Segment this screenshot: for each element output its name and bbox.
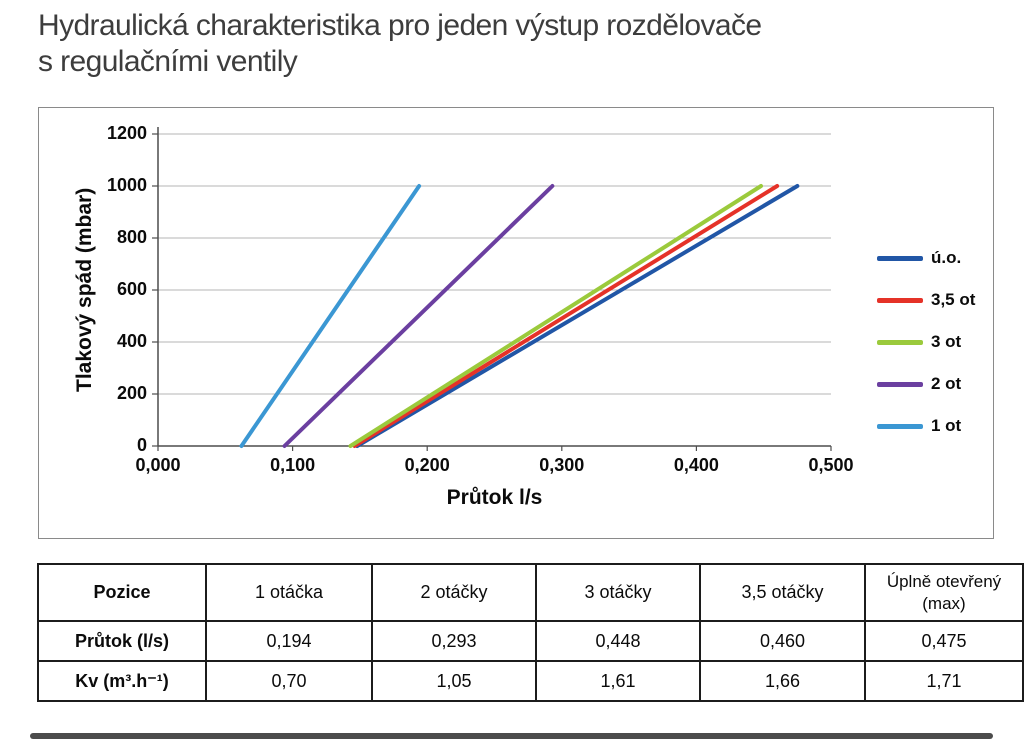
page-title-line1: Hydraulická charakteristika pro jeden vý…: [38, 9, 762, 42]
y-tick-label: 1000: [106, 175, 147, 195]
table-cell: 0,194: [205, 620, 373, 662]
legend-label: 1 ot: [931, 416, 962, 435]
table-cell: 0,448: [535, 620, 701, 662]
x-axis-title: Průtok l/s: [446, 486, 543, 509]
table-header-1ot: 1 otáčka: [205, 563, 373, 622]
x-tick-label: 0,400: [673, 455, 719, 475]
legend-label: 3 ot: [931, 332, 962, 351]
y-tick-label: 800: [116, 227, 147, 247]
scan-artifact-bar: [30, 733, 993, 739]
page-title-line2: s regulačními ventily: [38, 45, 298, 78]
table-cell: 1,61: [535, 660, 701, 702]
legend-label: ú.o.: [931, 248, 962, 267]
series-line-ú.o.: [355, 184, 800, 448]
legend-swatch: [877, 381, 923, 387]
table-cell: 0,475: [864, 620, 1024, 662]
row-label-prutok: Průtok (l/s): [37, 620, 207, 662]
legend-swatch: [877, 255, 923, 261]
legend-swatch: [877, 339, 923, 345]
table-row-prutok: Průtok (l/s) 0,194 0,293 0,448 0,460 0,4…: [37, 620, 1024, 662]
table-cell: 1,66: [699, 660, 866, 702]
table-cell: 0,293: [371, 620, 537, 662]
x-tick-label: 0,000: [135, 455, 181, 475]
x-tick-label: 0,100: [270, 455, 316, 475]
legend-label: 3,5 ot: [931, 290, 976, 309]
page-title: Hydraulická charakteristika pro jeden vý…: [38, 8, 978, 80]
legend-item: 1 ot: [877, 416, 975, 436]
legend-swatch: [877, 297, 923, 303]
table-header-2ot: 2 otáčky: [371, 563, 537, 622]
y-tick-label: 1200: [106, 123, 147, 143]
table-row-kv: Kv (m³.h⁻¹) 0,70 1,05 1,61 1,66 1,71: [37, 660, 1024, 702]
table-header-3ot: 3 otáčky: [535, 563, 701, 622]
table-cell: 1,05: [371, 660, 537, 702]
legend-item: 2 ot: [877, 374, 975, 394]
table-header-row: Pozice 1 otáčka 2 otáčky 3 otáčky 3,5 ot…: [37, 563, 1024, 622]
series-line-3,5 ot: [352, 184, 780, 448]
table-cell: 1,71: [864, 660, 1024, 702]
legend-item: 3 ot: [877, 332, 975, 352]
x-tick-label: 0,500: [808, 455, 854, 475]
legend-item: 3,5 ot: [877, 290, 975, 310]
table-cell: 0,70: [205, 660, 373, 702]
table-header-35ot: 3,5 otáčky: [699, 563, 866, 622]
series-line-3 ot: [348, 184, 764, 448]
legend-swatch: [877, 423, 923, 429]
series-line-1 ot: [239, 184, 422, 448]
y-tick-label: 400: [116, 331, 147, 351]
x-tick-label: 0,200: [404, 455, 450, 475]
legend-item: ú.o.: [877, 248, 975, 268]
table-header-max: Úplně otevřený (max): [864, 563, 1024, 622]
values-table: Pozice 1 otáčka 2 otáčky 3 otáčky 3,5 ot…: [37, 563, 1024, 702]
table-header-pozice: Pozice: [37, 563, 207, 622]
x-tick-label: 0,300: [539, 455, 585, 475]
y-tick-label: 0: [136, 435, 147, 455]
chart-svg: [152, 127, 832, 451]
chart-legend: ú.o. 3,5 ot 3 ot 2 ot 1 ot: [877, 248, 975, 436]
legend-label: 2 ot: [931, 374, 962, 393]
y-tick-label: 200: [116, 383, 147, 403]
row-label-kv: Kv (m³.h⁻¹): [37, 660, 207, 702]
chart-area: Tlakový spád (mbar) Průtok l/s ú.o. 3,5 o…: [38, 107, 994, 539]
y-tick-label: 600: [116, 279, 147, 299]
table-cell: 0,460: [699, 620, 866, 662]
series-line-2 ot: [282, 184, 555, 448]
